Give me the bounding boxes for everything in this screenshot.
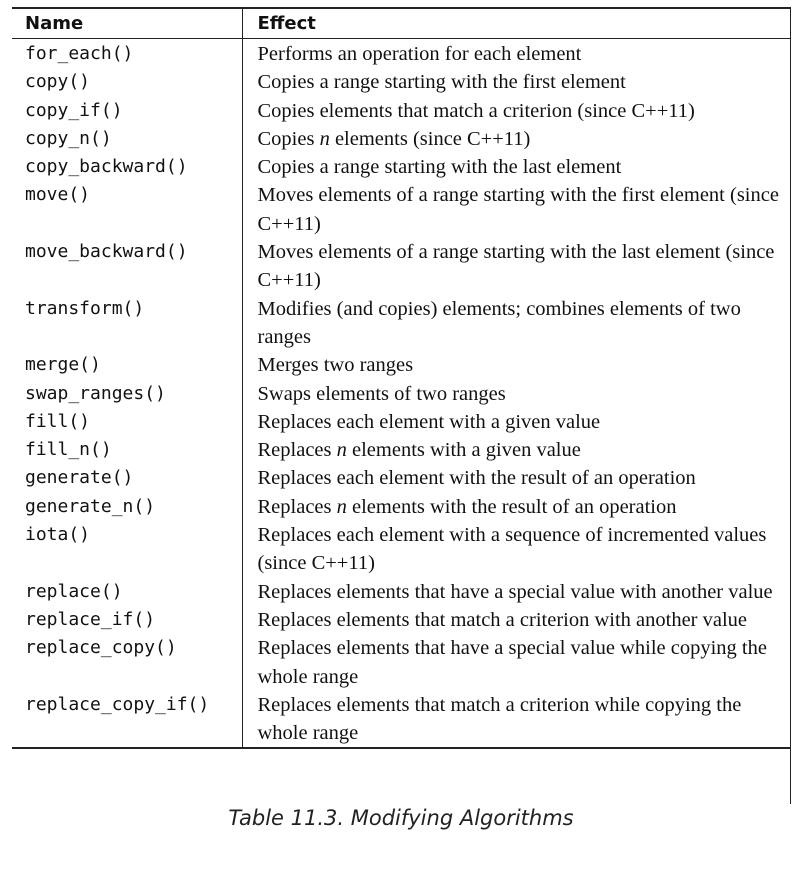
header-name: Name: [12, 8, 242, 39]
table-row: iota() Replaces each element with a seque…: [12, 521, 790, 578]
algorithm-name: fill_n(): [25, 439, 112, 461]
algorithm-name: merge(): [25, 354, 101, 376]
table-row: merge() Merges two ranges: [12, 351, 790, 380]
table-row: replace_copy() Replaces elements that hav…: [12, 634, 790, 691]
table-row: copy_n() Copies n elements (since C++11): [12, 124, 790, 154]
algorithm-effect: Copies a range starting with the first e…: [241, 68, 790, 97]
algorithm-name: iota(): [25, 524, 91, 546]
algorithm-name: for_each(): [25, 43, 134, 64]
table-row: replace() Replaces elements that have a s…: [12, 577, 790, 606]
algorithm-effect: Merges two ranges: [241, 351, 790, 380]
algorithm-name: swap_ranges(): [25, 382, 166, 404]
table-row: copy() Copies a range starting with the f…: [12, 68, 790, 97]
algorithm-effect: Performs an operation for each element: [241, 38, 790, 69]
algorithm-effect: Replaces elements that have a special va…: [241, 577, 790, 606]
algorithm-effect: Replaces elements that have a special va…: [241, 634, 790, 691]
algorithm-name: transform(): [25, 297, 145, 319]
algorithm-effect: Replaces each element with the result of…: [241, 464, 790, 493]
algorithm-effect: Replaces elements that match a criterion…: [241, 605, 790, 635]
algorithm-name: move_backward(): [25, 241, 188, 263]
algorithm-name: copy(): [25, 71, 91, 93]
table-row: for_each() Performs an operation for each…: [12, 38, 790, 69]
algorithm-name: replace_copy(): [25, 637, 177, 659]
algorithm-name: replace_copy_if(): [25, 693, 210, 715]
table-row: replace_if() Replaces elements that match…: [12, 605, 790, 635]
table-row: generate() Replaces each element with the…: [12, 464, 790, 493]
table-caption: Table 11.3. Modifying Algorithms: [228, 806, 574, 830]
algorithm-name: generate_n(): [25, 495, 156, 517]
table-header: Name Effect: [12, 8, 790, 39]
algorithm-effect: Copies n elements (since C++11): [241, 124, 790, 154]
header-row: Name Effect: [12, 8, 790, 39]
table-body: for_each() Performs an operation for each…: [12, 38, 790, 749]
algorithm-effect: Replaces elements that match a criterion…: [241, 690, 790, 749]
table-row: generate_n() Replaces n elements with the…: [12, 492, 790, 522]
table-row: copy_backward() Copies a range starting w…: [12, 153, 790, 182]
algorithm-effect: Replaces n elements with the result of a…: [241, 492, 790, 522]
algorithm-effect: Moves elements of a range starting with …: [241, 238, 790, 295]
table-row: swap_ranges() Swaps elements of two range…: [12, 379, 790, 408]
algorithm-effect: Replaces each element with a given value: [241, 407, 790, 437]
algorithm-effect: Swaps elements of two ranges: [241, 379, 790, 408]
algorithm-effect: Modifies (and copies) elements; combines…: [241, 294, 790, 352]
algorithm-effect: Moves elements of a range starting with …: [241, 181, 790, 239]
algorithm-effect: Copies a range starting with the last el…: [241, 153, 790, 182]
algorithms-table: Name Effect for_each() Performs an operat…: [12, 7, 790, 750]
algorithm-name: generate(): [25, 467, 134, 489]
algorithm-effect: Replaces each element with a sequence of…: [241, 521, 790, 578]
algorithm-name: copy_if(): [25, 99, 123, 121]
right-border-line: [790, 7, 791, 804]
algorithm-name: fill(): [25, 410, 91, 432]
algorithm-effect: Replaces n elements with a given value: [241, 436, 790, 465]
algorithm-name: replace_if(): [25, 608, 156, 630]
algorithm-effect: Copies elements that match a criterion (…: [241, 96, 790, 125]
algorithm-name: copy_n(): [25, 127, 112, 149]
table-row: fill_n() Replaces n elements with a given…: [12, 436, 790, 465]
header-effect: Effect: [241, 8, 790, 39]
algorithm-name: move(): [25, 184, 91, 206]
algorithm-name: copy_backward(): [25, 156, 188, 178]
table-row: copy_if() Copies elements that match a cr…: [12, 96, 790, 125]
table-row: transform() Modifies (and copies) element…: [12, 294, 790, 352]
algorithm-name: replace(): [25, 580, 123, 602]
table-row: fill() Replaces each element with a given…: [12, 407, 790, 437]
table-row: replace_copy_if() Replaces elements that …: [12, 690, 790, 749]
table-row: move() Moves elements of a range starting…: [12, 181, 790, 239]
table-row: move_backward() Moves elements of a range…: [12, 238, 790, 295]
